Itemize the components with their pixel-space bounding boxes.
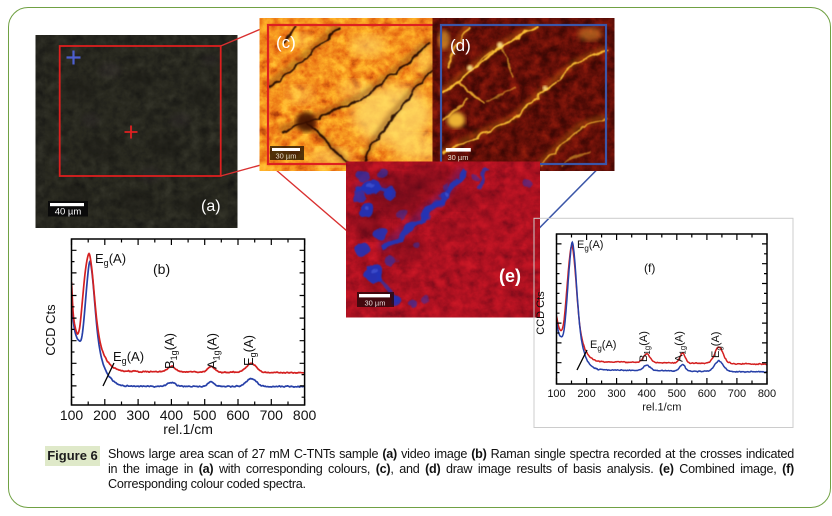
svg-text:(e): (e) <box>499 266 521 286</box>
svg-text:40 µm: 40 µm <box>55 207 82 218</box>
svg-text:400: 400 <box>160 407 184 423</box>
svg-text:Eg(A): Eg(A) <box>590 339 616 353</box>
svg-text:Eg(A): Eg(A) <box>710 332 724 358</box>
svg-text:rel.1/cm: rel.1/cm <box>163 421 213 437</box>
svg-text:Eg(A): Eg(A) <box>577 239 603 253</box>
svg-text:30 µm: 30 µm <box>276 152 297 161</box>
svg-text:200: 200 <box>93 407 117 423</box>
svg-text:800: 800 <box>758 388 776 400</box>
svg-text:700: 700 <box>728 388 746 400</box>
svg-text:(d): (d) <box>450 36 471 55</box>
svg-text:B1g(A): B1g(A) <box>162 333 179 369</box>
svg-text:400: 400 <box>638 388 656 400</box>
svg-text:700: 700 <box>260 407 284 423</box>
svg-text:600: 600 <box>226 407 250 423</box>
svg-text:(f): (f) <box>644 261 655 275</box>
svg-text:(b): (b) <box>153 261 170 277</box>
svg-text:Eg(A): Eg(A) <box>95 251 126 268</box>
svg-text:500: 500 <box>668 388 686 400</box>
svg-text:B1g(A): B1g(A) <box>638 331 652 362</box>
svg-text:CCD Cts: CCD Cts <box>535 291 547 335</box>
svg-text:CCD Cts: CCD Cts <box>43 304 58 356</box>
svg-text:100: 100 <box>60 407 84 423</box>
svg-text:300: 300 <box>607 388 625 400</box>
svg-text:A1g(A): A1g(A) <box>205 333 222 369</box>
svg-text:30 µm: 30 µm <box>365 299 386 308</box>
svg-text:rel.1/cm: rel.1/cm <box>642 402 681 414</box>
svg-text:A1g(A): A1g(A) <box>674 331 688 362</box>
svg-text:300: 300 <box>126 407 150 423</box>
svg-text:(a): (a) <box>201 198 221 215</box>
svg-text:Eg(A): Eg(A) <box>241 335 258 366</box>
svg-text:100: 100 <box>547 388 565 400</box>
svg-text:30 µm: 30 µm <box>448 153 469 162</box>
svg-text:200: 200 <box>577 388 595 400</box>
svg-text:Eg(A): Eg(A) <box>113 349 144 366</box>
svg-text:800: 800 <box>293 407 317 423</box>
svg-text:(c): (c) <box>276 33 296 52</box>
svg-text:600: 600 <box>698 388 716 400</box>
svg-text:500: 500 <box>193 407 217 423</box>
